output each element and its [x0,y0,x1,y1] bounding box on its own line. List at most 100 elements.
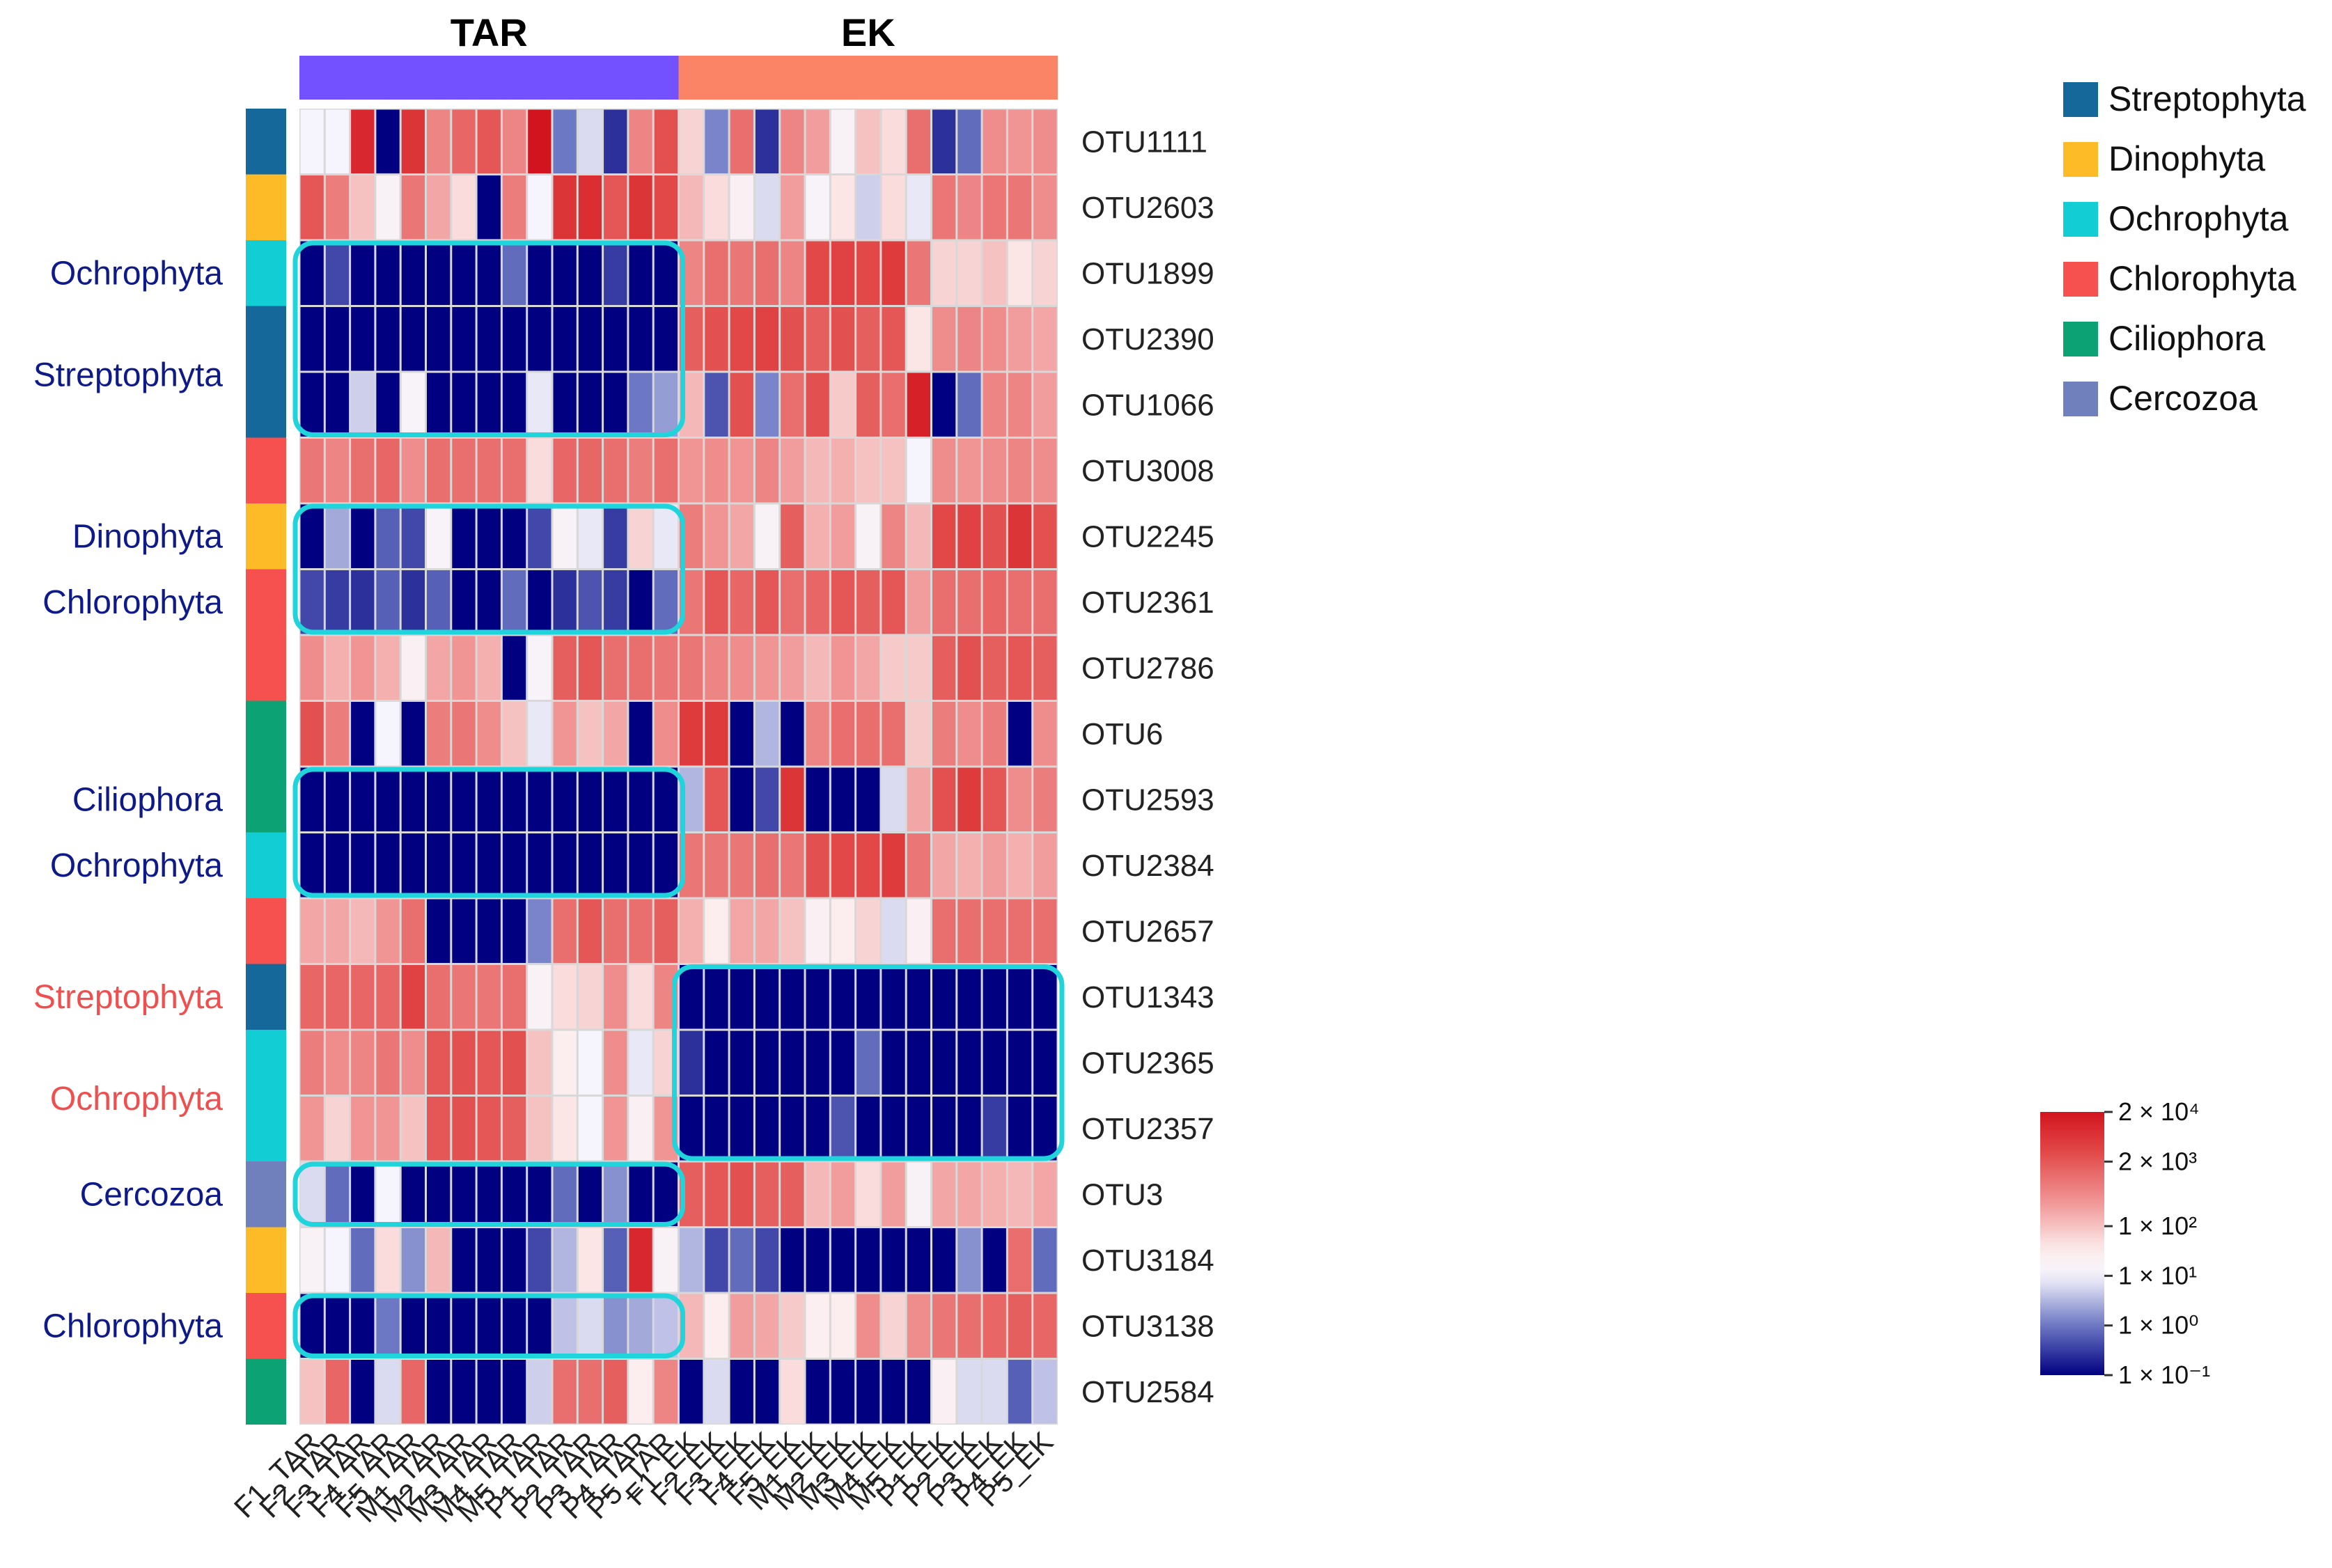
heatmap-cell [351,702,375,766]
heatmap-cell [730,1097,753,1161]
heatmap-cell [957,1030,981,1095]
heatmap-cell [502,109,526,173]
heatmap-cell [705,1294,728,1358]
heatmap-cell [376,1228,400,1292]
heatmap-cell [401,1360,425,1424]
heatmap-cell [629,899,652,963]
heatmap-cell [604,175,627,240]
heatmap-cell [781,833,804,897]
heatmap-cell [983,1228,1006,1292]
phylum-strip-cell [246,503,286,570]
heatmap-cell [477,504,501,568]
heatmap-cell [300,439,324,503]
heatmap-cell [705,504,728,568]
heatmap-cell [755,965,779,1029]
heatmap-cell [680,109,703,173]
heatmap-cell [730,570,753,634]
legend-swatch [2063,142,2098,177]
heatmap-cell [401,702,425,766]
heatmap-cell [680,636,703,700]
heatmap-cell [578,109,602,173]
heatmap-cell [351,241,375,305]
heatmap-cell [856,899,880,963]
heatmap-cell [755,1162,779,1226]
heatmap-cell [932,1162,956,1226]
heatmap-cell [831,1360,855,1424]
heatmap-cell [957,504,981,568]
heatmap-cell [604,1097,627,1161]
heatmap-cell [351,1030,375,1095]
heatmap-cell [578,1097,602,1161]
heatmap-cell [781,636,804,700]
heatmap-cell [730,899,753,963]
side-label: Ciliophora [72,781,223,818]
heatmap-cell [806,439,829,503]
heatmap-cell [629,636,652,700]
heatmap-cell [427,965,451,1029]
heatmap-cell [755,833,779,897]
heatmap-cell [831,1030,855,1095]
heatmap-cell [401,307,425,371]
side-label: Cercozoa [80,1176,224,1213]
heatmap-cell [578,504,602,568]
heatmap-cell [376,1030,400,1095]
heatmap-cell [629,570,652,634]
heatmap-cell [781,241,804,305]
heatmap-cell [806,1228,829,1292]
heatmap-cell [654,1162,678,1226]
heatmap-cell [781,570,804,634]
heatmap-cell [856,767,880,831]
side-label: Ochrophyta [50,255,223,292]
heatmap-cell [983,439,1006,503]
heatmap-cell [452,899,476,963]
heatmap-cell [528,702,551,766]
heatmap-cell [907,833,930,897]
heatmap-cell [882,109,905,173]
phylum-strip-cell [246,174,286,240]
heatmap-cell [983,109,1006,173]
heatmap-cell [351,965,375,1029]
heatmap-cell [654,570,678,634]
heatmap-cell [1033,1360,1057,1424]
heatmap-cell [907,1162,930,1226]
highlight-boxes [292,240,1065,1358]
row-labels: OTU1111 OTU2603 OTU1899 OTU2390 OTU1066 OTU30… [1081,125,1214,1409]
heatmap-cell [629,1294,652,1358]
heatmap-cell [477,965,501,1029]
heatmap-cell [856,1228,880,1292]
row-label: OTU2657 [1081,914,1214,948]
heatmap-cell [401,1162,425,1226]
heatmap-cell [806,1162,829,1226]
row-label: OTU1343 [1081,980,1214,1014]
heatmap-cell [983,636,1006,700]
heatmap-cell [553,1360,577,1424]
phylum-strip-cell [246,635,286,701]
heatmap-cell [1008,373,1032,437]
row-label: OTU1111 [1081,125,1207,159]
heatmap-cell [781,702,804,766]
heatmap-cell [553,439,577,503]
heatmap-cell [502,307,526,371]
heatmap-cell [477,109,501,173]
phylum-strip-cell [246,306,286,372]
heatmap-cell [806,109,829,173]
heatmap-cell [856,1360,880,1424]
heatmap-cell [553,570,577,634]
colorbar-tick-label: 1 × 10¹ [2118,1261,2197,1289]
heatmap-cell [325,1162,350,1226]
heatmap-cell [477,1162,501,1226]
heatmap-cell [856,702,880,766]
heatmap-cell [932,965,956,1029]
heatmap-cell [1033,439,1057,503]
heatmap-cell [755,899,779,963]
column-group-bar [299,56,1058,100]
heatmap-cell [553,504,577,568]
heatmap-cell [983,1030,1006,1095]
heatmap-cell [325,109,350,173]
heatmap-cell [578,1030,602,1095]
heatmap-cell [1008,1162,1032,1226]
heatmap-cell [300,570,324,634]
heatmap-cell [604,1162,627,1226]
heatmap-cell [401,833,425,897]
heatmap-cell [528,307,551,371]
